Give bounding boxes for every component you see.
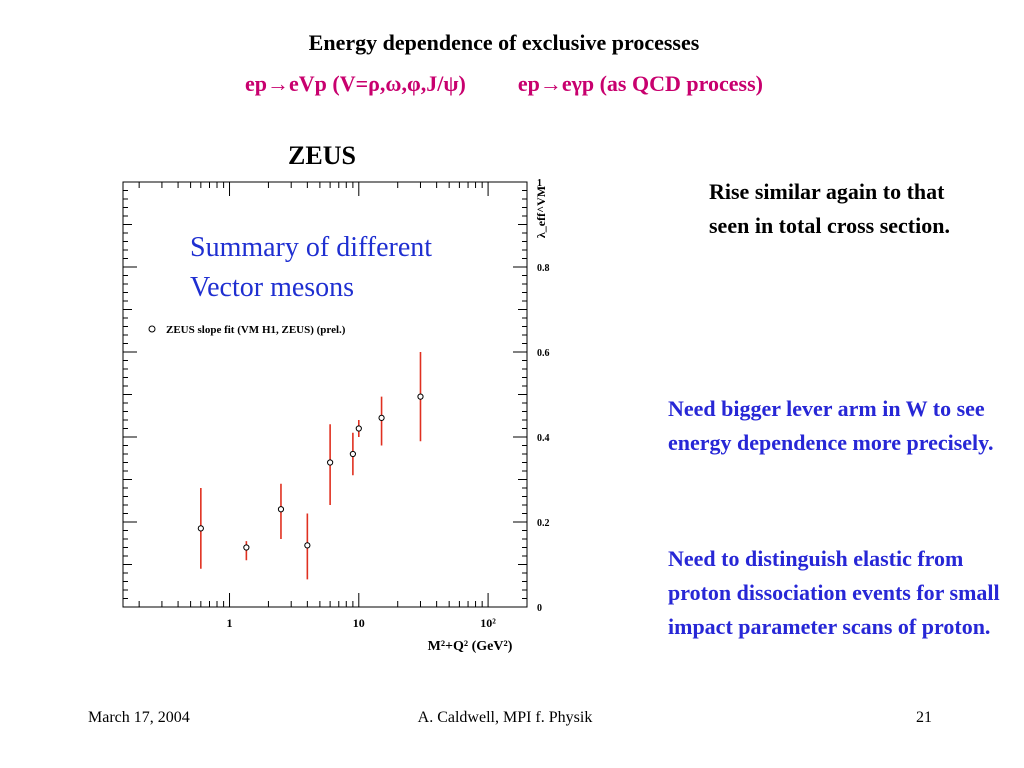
slide-subtitle: ep→eVp (V=ρ,ω,φ,J/ψ) ep→eγp (as QCD proce… [0,71,1008,97]
legend-marker-icon [148,325,156,333]
y-tick-label: 0 [537,603,542,614]
x-tick-label: 10² [480,616,496,630]
data-point [349,450,356,458]
chart-annotation: Summary of different Vector mesons [190,232,433,303]
y-axis-tick-labels: 0 0.2 0.4 0.6 0.8 1 [537,178,550,614]
footer-page-number: 21 [916,709,932,726]
footer-date: March 17, 2004 [88,709,190,726]
subtitle-vector-meson-process: ep→eVp (V=ρ,ω,φ,J/ψ) [245,71,466,96]
x-axis-label: M²+Q² (GeV²) [428,639,513,654]
data-points [197,352,424,580]
data-point [277,506,285,513]
x-tick-label: 10 [353,616,365,630]
data-point [327,459,334,466]
elastic-note: Need to distinguish elastic from proton … [668,546,1000,639]
y-tick-label: 0.6 [537,348,550,359]
data-point [243,544,250,551]
slide-title: Energy dependence of exclusive processes [308,30,700,55]
data-point [304,542,311,549]
data-point [355,425,362,432]
y-axis-ticks [123,181,527,608]
chart-title: ZEUS [288,141,356,170]
x-axis-ticks [138,182,528,607]
x-tick-label: 1 [227,616,233,630]
y-axis-label: λ_eff^VM [534,186,548,238]
data-point [197,525,204,532]
y-tick-label: 1 [537,178,542,189]
data-point [378,414,385,421]
data-point [417,393,424,400]
x-axis-tick-labels: 1 10 10² [227,616,497,630]
y-tick-label: 0.2 [537,518,550,529]
rise-note: Rise similar again to that seen in total… [709,179,950,238]
footer-author: A. Caldwell, MPI f. Physik [417,709,593,726]
lever-arm-note: Need bigger lever arm in W to see energy… [668,396,994,455]
y-tick-label: 0.8 [537,263,550,274]
legend-entry: ZEUS slope fit (VM H1, ZEUS) (prel.) [166,324,346,336]
subtitle-dvcs-process: ep→eγp (as QCD process) [517,71,763,96]
y-tick-label: 0.4 [537,433,550,444]
